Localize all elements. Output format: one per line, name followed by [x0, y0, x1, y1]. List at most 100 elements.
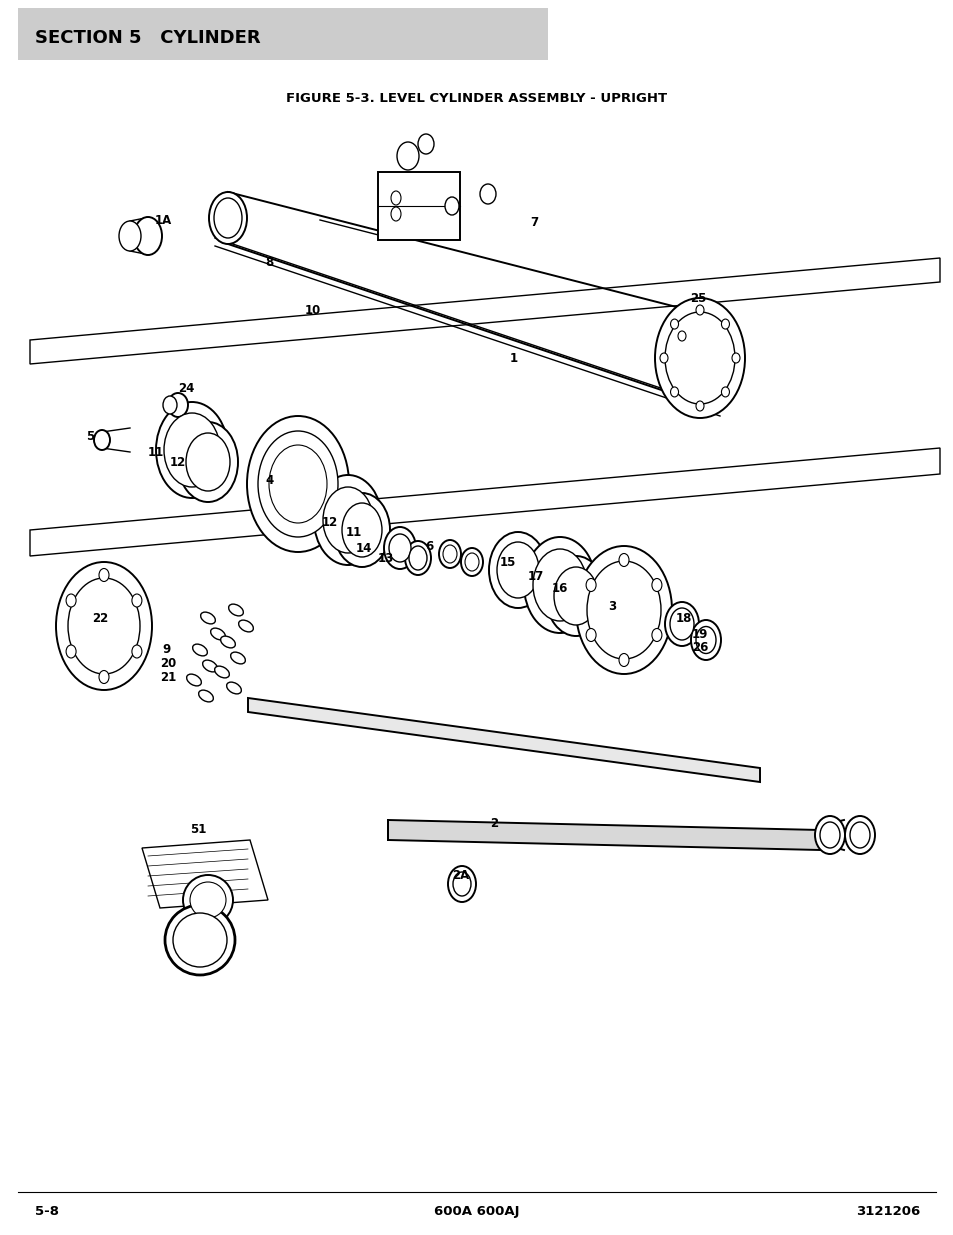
- Text: 19: 19: [691, 627, 708, 641]
- Bar: [18, 7, 547, 61]
- Ellipse shape: [669, 608, 693, 640]
- Ellipse shape: [814, 816, 844, 853]
- Text: 26: 26: [691, 641, 708, 655]
- Text: 21: 21: [160, 672, 176, 684]
- Text: 2: 2: [490, 818, 497, 830]
- Ellipse shape: [247, 416, 349, 552]
- Text: 13: 13: [377, 552, 394, 564]
- Ellipse shape: [585, 629, 596, 641]
- Ellipse shape: [844, 816, 874, 853]
- Text: 12: 12: [322, 515, 338, 529]
- Ellipse shape: [164, 412, 220, 487]
- Ellipse shape: [409, 546, 427, 571]
- Text: 5-8: 5-8: [35, 1205, 59, 1219]
- Ellipse shape: [213, 198, 242, 238]
- Ellipse shape: [533, 550, 586, 621]
- Polygon shape: [388, 820, 820, 850]
- Text: 1: 1: [510, 352, 517, 364]
- Ellipse shape: [460, 548, 482, 576]
- Text: SECTION 5   CYLINDER: SECTION 5 CYLINDER: [35, 28, 260, 47]
- Ellipse shape: [651, 629, 661, 641]
- Ellipse shape: [696, 305, 703, 315]
- Ellipse shape: [523, 537, 596, 634]
- Ellipse shape: [200, 613, 215, 624]
- Text: 24: 24: [178, 382, 194, 394]
- Ellipse shape: [405, 541, 431, 576]
- Text: 6: 6: [424, 540, 433, 552]
- Text: 11: 11: [148, 446, 164, 458]
- Ellipse shape: [257, 431, 337, 537]
- Ellipse shape: [618, 653, 628, 667]
- Ellipse shape: [664, 312, 734, 404]
- Text: 7: 7: [530, 215, 537, 228]
- Ellipse shape: [202, 659, 217, 672]
- Text: 5: 5: [86, 430, 94, 442]
- Polygon shape: [30, 258, 939, 364]
- Ellipse shape: [438, 540, 460, 568]
- Ellipse shape: [696, 401, 703, 411]
- Text: 1A: 1A: [154, 214, 172, 226]
- Ellipse shape: [66, 645, 76, 658]
- Ellipse shape: [94, 430, 110, 450]
- Ellipse shape: [618, 553, 628, 567]
- Ellipse shape: [334, 493, 390, 567]
- Ellipse shape: [227, 682, 241, 694]
- Ellipse shape: [651, 578, 661, 592]
- Ellipse shape: [444, 198, 458, 215]
- Text: 3121206: 3121206: [855, 1205, 919, 1219]
- Ellipse shape: [229, 604, 243, 616]
- Ellipse shape: [323, 487, 373, 553]
- Ellipse shape: [497, 542, 538, 598]
- Ellipse shape: [585, 578, 596, 592]
- Ellipse shape: [389, 534, 411, 562]
- Ellipse shape: [178, 422, 237, 501]
- Ellipse shape: [231, 652, 245, 664]
- Ellipse shape: [211, 629, 225, 640]
- Ellipse shape: [464, 553, 478, 571]
- Ellipse shape: [720, 387, 729, 396]
- Ellipse shape: [670, 319, 678, 329]
- Ellipse shape: [453, 872, 471, 897]
- Ellipse shape: [384, 527, 416, 569]
- Ellipse shape: [820, 823, 840, 848]
- Ellipse shape: [132, 645, 142, 658]
- Ellipse shape: [391, 191, 400, 205]
- Text: 18: 18: [676, 611, 692, 625]
- Text: 14: 14: [355, 541, 372, 555]
- Bar: [377, 172, 459, 240]
- Ellipse shape: [576, 546, 671, 674]
- Ellipse shape: [165, 905, 234, 974]
- Ellipse shape: [220, 636, 235, 648]
- Ellipse shape: [314, 475, 381, 564]
- Text: 3: 3: [607, 599, 616, 613]
- Ellipse shape: [554, 567, 598, 625]
- Ellipse shape: [696, 626, 716, 653]
- Ellipse shape: [586, 561, 660, 659]
- Text: 16: 16: [552, 582, 568, 594]
- Ellipse shape: [479, 184, 496, 204]
- Ellipse shape: [99, 671, 109, 683]
- Ellipse shape: [187, 674, 201, 685]
- Polygon shape: [30, 448, 939, 556]
- Ellipse shape: [417, 135, 434, 154]
- Ellipse shape: [664, 601, 699, 646]
- Polygon shape: [142, 840, 268, 908]
- Text: 22: 22: [91, 611, 108, 625]
- Ellipse shape: [678, 331, 685, 341]
- Ellipse shape: [119, 221, 141, 251]
- Ellipse shape: [163, 396, 177, 414]
- Text: 17: 17: [527, 569, 543, 583]
- Ellipse shape: [198, 690, 213, 701]
- Ellipse shape: [391, 207, 400, 221]
- Ellipse shape: [545, 556, 605, 636]
- Ellipse shape: [396, 142, 418, 170]
- Ellipse shape: [190, 882, 226, 918]
- Ellipse shape: [448, 866, 476, 902]
- Ellipse shape: [659, 353, 667, 363]
- Text: 25: 25: [689, 291, 705, 305]
- Ellipse shape: [186, 433, 230, 492]
- Text: 9: 9: [162, 643, 170, 657]
- Ellipse shape: [720, 319, 729, 329]
- Text: 2A: 2A: [452, 869, 469, 883]
- Ellipse shape: [66, 594, 76, 606]
